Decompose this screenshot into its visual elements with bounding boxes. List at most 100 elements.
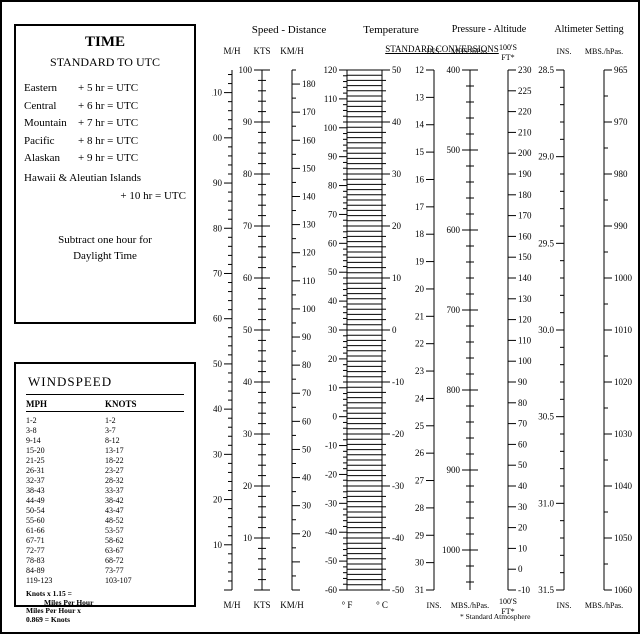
svg-text:-10: -10	[392, 377, 404, 387]
wind-note: Knots x 1.15 = Miles Per Hour Miles Per …	[26, 590, 184, 625]
svg-text:160: 160	[302, 135, 316, 145]
svg-text:60: 60	[213, 314, 223, 324]
wind-row: 38-4333-37	[26, 486, 184, 496]
svg-text:° C: ° C	[376, 600, 388, 610]
svg-text:50: 50	[328, 267, 338, 277]
offset: + 7 hr = UTC	[78, 115, 186, 133]
svg-text:50: 50	[518, 460, 528, 470]
svg-text:90: 90	[302, 332, 312, 342]
hawaii-line2: + 10 hr = UTC	[24, 188, 186, 206]
svg-text:-10: -10	[325, 441, 337, 451]
kts: 63-67	[105, 546, 184, 556]
kts: 103-107	[105, 576, 184, 586]
wind-row: 26-3123-27	[26, 466, 184, 476]
svg-text:25: 25	[415, 421, 425, 431]
windspeed-box: WINDSPEED MPH KNOTS 1-21-23-83-79-148-12…	[14, 362, 196, 607]
wind-row: 15-2013-17	[26, 446, 184, 456]
svg-text:10: 10	[392, 273, 402, 283]
kts: 23-27	[105, 466, 184, 476]
svg-text:180: 180	[302, 79, 316, 89]
svg-text:40: 40	[328, 296, 338, 306]
svg-text:60: 60	[518, 439, 528, 449]
svg-text:21: 21	[415, 311, 424, 321]
svg-text:24: 24	[415, 393, 425, 403]
svg-text:40: 40	[518, 481, 528, 491]
svg-text:20: 20	[302, 529, 312, 539]
svg-text:-30: -30	[392, 481, 404, 491]
svg-text:29: 29	[415, 530, 425, 540]
svg-text:970: 970	[614, 117, 628, 127]
svg-text:60: 60	[302, 416, 312, 426]
svg-text:50: 50	[302, 444, 312, 454]
kts: 1-2	[105, 416, 184, 426]
svg-text:70: 70	[243, 221, 253, 231]
offset: + 8 hr = UTC	[78, 133, 186, 151]
time-row: Eastern+ 5 hr = UTC	[24, 80, 186, 98]
svg-text:90: 90	[328, 152, 338, 162]
note-line2: Daylight Time	[73, 250, 137, 262]
svg-text:30: 30	[213, 449, 223, 459]
svg-text:-40: -40	[325, 527, 337, 537]
svg-text:140: 140	[518, 273, 532, 283]
time-note: Subtract one hour for Daylight Time	[24, 233, 186, 264]
mph: 32-37	[26, 476, 105, 486]
mph: 1-2	[26, 416, 105, 426]
wind-row: 119-123103-107	[26, 576, 184, 586]
svg-text:31.0: 31.0	[538, 498, 554, 508]
svg-text:KM/H: KM/H	[280, 46, 304, 56]
svg-text:90: 90	[243, 117, 253, 127]
svg-text:-60: -60	[325, 585, 337, 595]
svg-text:40: 40	[243, 377, 253, 387]
offset: + 9 hr = UTC	[78, 150, 186, 168]
svg-text:190: 190	[518, 169, 532, 179]
svg-text:80: 80	[243, 169, 253, 179]
svg-text:MBS./hPas.: MBS./hPas.	[451, 47, 489, 56]
kts: 33-37	[105, 486, 184, 496]
title-alt: Altimeter Setting	[544, 24, 634, 35]
svg-text:0: 0	[392, 325, 397, 335]
svg-text:19: 19	[415, 257, 425, 267]
hdr-kts: KNOTS	[105, 399, 184, 409]
svg-text:1030: 1030	[614, 429, 632, 439]
svg-text:0: 0	[518, 564, 523, 574]
svg-text:30: 30	[415, 558, 425, 568]
mph: 15-20	[26, 446, 105, 456]
time-box: TIME STANDARD TO UTC Eastern+ 5 hr = UTC…	[14, 24, 196, 324]
svg-text:INS.: INS.	[557, 601, 572, 610]
wind-row: 78-8368-72	[26, 556, 184, 566]
hawaii-line1: Hawaii & Aleutian Islands	[24, 170, 186, 188]
kts: 43-47	[105, 506, 184, 516]
svg-text:31.5: 31.5	[538, 585, 554, 595]
svg-text:1010: 1010	[614, 325, 632, 335]
svg-text:100'S: 100'S	[499, 597, 517, 606]
mph: 21-25	[26, 456, 105, 466]
svg-text:50: 50	[243, 325, 253, 335]
svg-text:150: 150	[302, 163, 316, 173]
svg-text:20: 20	[213, 495, 223, 505]
offset: + 5 hr = UTC	[78, 80, 186, 98]
svg-text:20: 20	[328, 354, 338, 364]
time-row: Alaskan+ 9 hr = UTC	[24, 150, 186, 168]
mph: 50-54	[26, 506, 105, 516]
svg-text:30: 30	[243, 429, 253, 439]
svg-text:200: 200	[518, 148, 532, 158]
svg-text:27: 27	[415, 476, 425, 486]
svg-text:40: 40	[392, 117, 402, 127]
mph: 26-31	[26, 466, 105, 476]
svg-text:500: 500	[447, 145, 461, 155]
svg-text:30.0: 30.0	[538, 325, 554, 335]
zone: Mountain	[24, 115, 78, 133]
mph: 72-77	[26, 546, 105, 556]
svg-text:100: 100	[239, 65, 253, 75]
svg-text:29.5: 29.5	[538, 238, 554, 248]
kts: 8-12	[105, 436, 184, 446]
svg-text:M/H: M/H	[223, 600, 241, 610]
svg-text:16: 16	[415, 174, 425, 184]
svg-text:INS.: INS.	[557, 47, 572, 56]
svg-text:KTS: KTS	[253, 46, 270, 56]
mph: 61-66	[26, 526, 105, 536]
wind-row: 55-6048-52	[26, 516, 184, 526]
svg-text:110: 110	[302, 276, 316, 286]
kts: 53-57	[105, 526, 184, 536]
zone: Central	[24, 98, 78, 116]
